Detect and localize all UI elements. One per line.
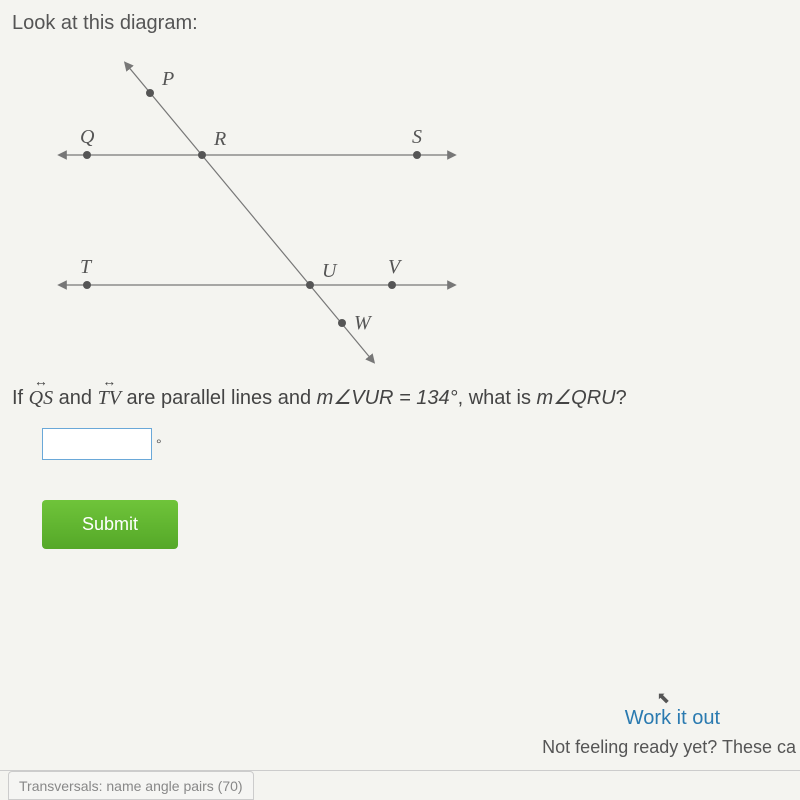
point-label-W: W (354, 312, 373, 334)
point-label-U: U (322, 260, 338, 282)
point-S (413, 151, 421, 159)
point-P (146, 89, 154, 97)
question-text: If QS and TV are parallel lines and m∠VU… (12, 385, 788, 410)
line-PW (127, 65, 372, 360)
point-label-R: R (213, 128, 226, 150)
point-W (338, 319, 346, 327)
point-label-V: V (388, 256, 403, 278)
diagram-svg: P Q R S T U V W (32, 45, 482, 365)
point-T (83, 281, 91, 289)
given-angle: m∠VUR = 134° (317, 387, 458, 409)
work-it-out-link[interactable]: Work it out (625, 707, 720, 730)
degree-label: ° (156, 436, 162, 452)
answer-input[interactable] (42, 428, 152, 460)
line-tv: TV (98, 387, 121, 410)
point-label-S: S (412, 126, 422, 148)
point-V (388, 281, 396, 289)
point-R (198, 151, 206, 159)
related-skill-card[interactable]: Transversals: name angle pairs (70) (8, 771, 254, 800)
submit-button[interactable]: Submit (42, 500, 178, 549)
not-ready-text: Not feeling ready yet? These ca (542, 737, 800, 758)
point-label-P: P (161, 68, 174, 90)
asked-angle: m∠QRU (537, 387, 616, 409)
line-qs: QS (29, 387, 53, 410)
point-label-Q: Q (80, 126, 95, 148)
geometry-diagram: P Q R S T U V W (32, 45, 482, 365)
bottom-strip: Transversals: name angle pairs (70) (0, 770, 800, 800)
point-Q (83, 151, 91, 159)
cursor-icon: ⬉ (657, 688, 670, 708)
point-U (306, 281, 314, 289)
point-label-T: T (80, 256, 93, 278)
answer-row: ° (42, 428, 788, 460)
prompt-text: Look at this diagram: (12, 12, 788, 35)
